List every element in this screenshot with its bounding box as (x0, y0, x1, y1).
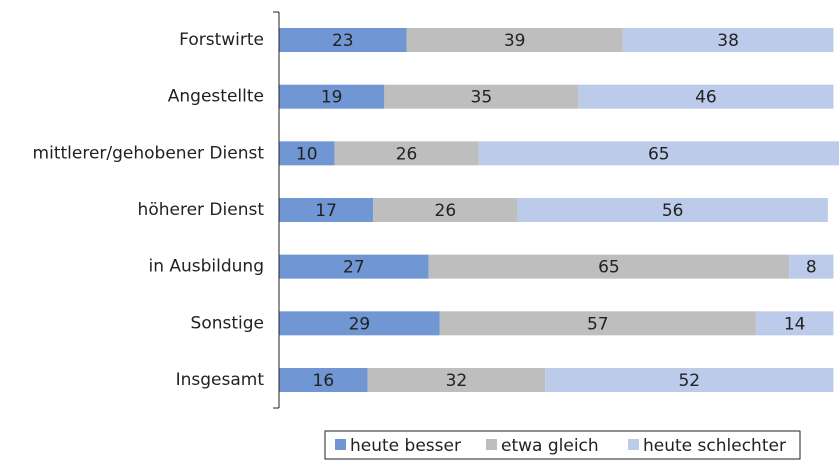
legend-label: etwa gleich (501, 436, 599, 456)
bar-segment (279, 84, 385, 109)
data-label: 26 (396, 144, 418, 164)
bar-segment (279, 198, 374, 222)
category-label: Sonstige (191, 313, 264, 333)
legend-label: heute besser (350, 436, 461, 456)
data-label: 23 (332, 31, 354, 51)
bar-segment (578, 84, 834, 109)
data-label: 32 (446, 371, 468, 391)
bar-segment (622, 28, 834, 52)
bar-segment (373, 198, 518, 222)
legend-label: heute schlechter (643, 436, 786, 456)
bar-segment (478, 141, 839, 166)
data-label: 19 (321, 88, 343, 108)
bar-segment (279, 141, 335, 166)
category-label: mittlerer/gehobener Dienst (33, 143, 265, 163)
data-label: 35 (471, 88, 493, 108)
data-label: 14 (784, 314, 806, 334)
category-label: in Ausbildung (148, 257, 264, 277)
data-label: 65 (648, 144, 670, 164)
data-label: 39 (504, 31, 526, 51)
bar-segment (789, 254, 834, 279)
data-label: 17 (315, 201, 337, 221)
data-label: 46 (695, 88, 717, 108)
data-label: 29 (349, 314, 371, 334)
bar-segment (279, 28, 407, 52)
category-label: Forstwirte (179, 30, 264, 50)
data-label: 16 (313, 371, 335, 391)
data-label: 56 (662, 201, 684, 221)
data-label: 27 (343, 258, 365, 278)
bar-segment (279, 254, 429, 279)
data-label: 57 (587, 314, 609, 334)
bar-segment (367, 368, 546, 392)
bar-segment (755, 311, 834, 336)
bar-segment (439, 311, 756, 336)
data-label: 65 (598, 258, 620, 278)
legend-box (324, 430, 801, 460)
bar-segment (279, 368, 368, 392)
bar-segment (334, 141, 479, 166)
data-label: 26 (435, 201, 457, 221)
data-label: 52 (678, 371, 700, 391)
bar-segment (384, 84, 579, 109)
bar-segment (279, 311, 440, 336)
bar-segment (428, 254, 790, 279)
plot-area: 23 39 38 19 35 46 10 26 65 17 26 56 27 65 8 29 57 14 16 32 5… (279, 28, 839, 392)
bar-segment (545, 368, 834, 392)
legend-swatch (486, 439, 497, 450)
bar-segment (517, 198, 828, 222)
legend-swatch (335, 439, 346, 450)
category-label: Insgesamt (176, 370, 265, 390)
data-label: 8 (806, 258, 817, 278)
data-label: 10 (296, 144, 318, 164)
bar-segment (406, 28, 623, 52)
category-label: Angestellte (168, 87, 264, 107)
category-label: höherer Dienst (138, 200, 265, 220)
legend-swatch (628, 439, 639, 450)
data-label: 38 (717, 31, 739, 51)
